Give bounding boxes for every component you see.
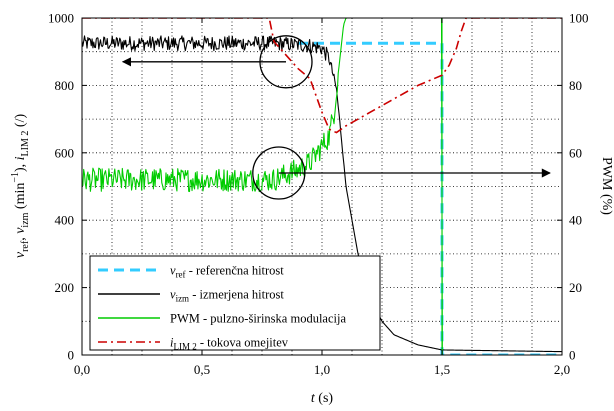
x-tick-label: 0,0 — [74, 362, 90, 377]
y-left-tick-label: 200 — [55, 280, 75, 295]
x-tick-label: 2,0 — [554, 362, 570, 377]
y-right-tick-label: 80 — [569, 78, 582, 93]
x-tick-label: 1,5 — [434, 362, 450, 377]
series-line-1 — [82, 35, 562, 353]
y-left-tick-label: 0 — [68, 348, 75, 363]
y-left-tick-label: 800 — [55, 78, 75, 93]
series-line-0 — [298, 41, 562, 355]
legend-box — [89, 255, 381, 351]
y-axis-label-right: PWM (%) — [599, 157, 614, 215]
x-axis-label: t (s) — [311, 391, 334, 406]
axes-layer: 0,0 0,5 1,0 1,5 2,00200400600800100002040608… — [48, 11, 589, 378]
legend-label-0: vref - referenčna hitrost — [170, 264, 284, 280]
legend-label-1: vizm - izmerjena hitrost — [170, 288, 284, 304]
y-right-tick-label: 60 — [569, 145, 582, 160]
y-left-tick-label: 400 — [55, 213, 75, 228]
y-axis-label-left: vref, vizm (min−1), iLIM 2 (/) — [10, 114, 31, 259]
y-left-tick-label: 600 — [55, 145, 75, 160]
annotation-layer — [121, 35, 551, 200]
series-layer — [82, 18, 562, 355]
x-tick-label: 1,0 — [314, 362, 330, 377]
y-right-tick-label: 40 — [569, 213, 582, 228]
series-line-2 — [82, 18, 562, 355]
grid — [82, 18, 562, 355]
y-right-tick-label: 20 — [569, 280, 582, 295]
y-right-tick-label: 0 — [569, 348, 576, 363]
y-left-tick-label: 1000 — [48, 11, 74, 26]
legend-label-3: iLIM 2 - tokova omejitev — [170, 336, 289, 352]
x-tick-label: 0,5 — [194, 362, 210, 377]
legend-label-2: PWM - pulzno-širinska modulacija — [170, 312, 346, 326]
y-right-tick-label: 100 — [569, 11, 589, 26]
series-line-3 — [82, 18, 562, 134]
legend: vref - referenčna hitrost vizm - izmerjen… — [89, 255, 381, 352]
